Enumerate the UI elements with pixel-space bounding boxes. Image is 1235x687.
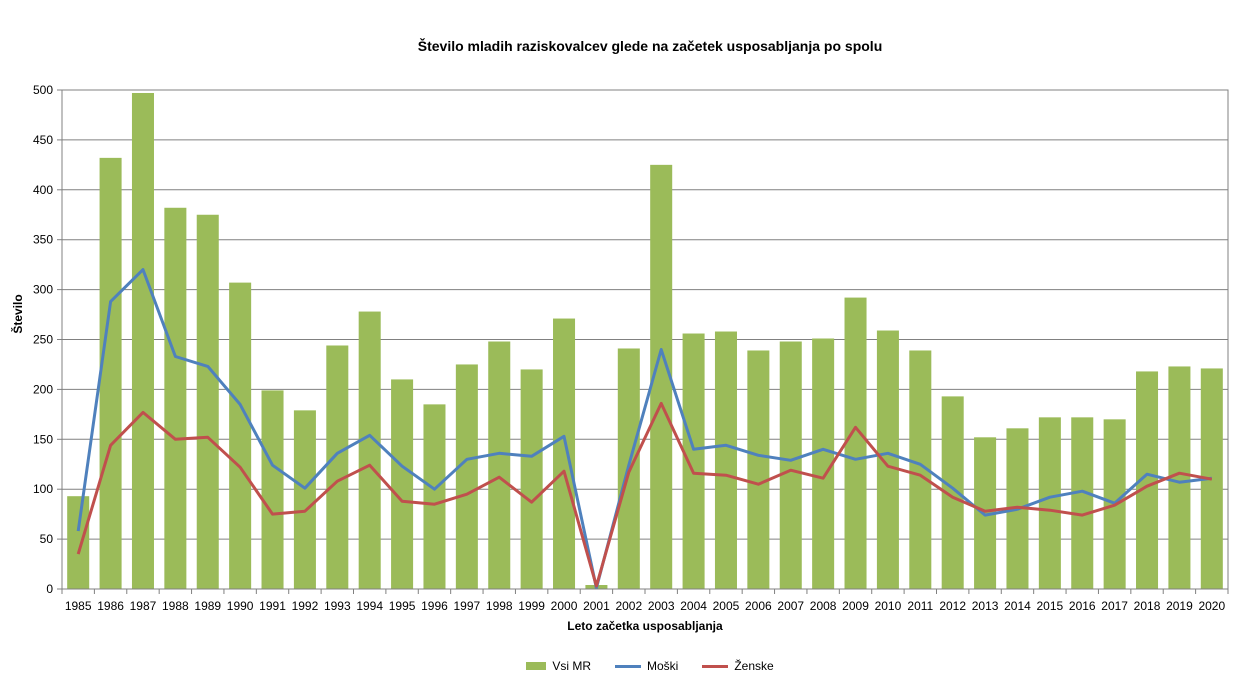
x-tick-label: 1993	[324, 599, 351, 613]
bar	[131, 92, 154, 589]
x-tick-label: 2007	[777, 599, 804, 613]
x-tick-label: 2017	[1101, 599, 1128, 613]
bar	[229, 282, 252, 589]
x-tick-label: 2004	[680, 599, 707, 613]
bars	[67, 92, 1223, 589]
series-line	[76, 401, 1213, 588]
y-tick-label: 450	[33, 133, 53, 147]
x-axis-title: Leto začetka usposabljanja	[567, 619, 723, 633]
x-tick-label: 2013	[972, 599, 999, 613]
x-tick-label: 1990	[227, 599, 254, 613]
y-tick-label: 100	[33, 482, 53, 496]
y-tick-label: 0	[46, 582, 53, 596]
x-tick-label: 1988	[162, 599, 189, 613]
x-tick-label: 2002	[615, 599, 642, 613]
x-tick-label: 2000	[551, 599, 578, 613]
legend-item-vsi-mr: Vsi MR	[526, 659, 591, 673]
bar	[196, 214, 219, 589]
y-tick-label: 250	[33, 333, 53, 347]
bar	[391, 379, 414, 589]
bar	[1168, 366, 1191, 589]
x-tick-label: 2009	[842, 599, 869, 613]
bar	[520, 369, 543, 589]
axes: 0 50 100 150 200 250 300 350 400 450 500 1985 1986 19…	[33, 83, 1229, 613]
bar	[164, 207, 187, 589]
legend-swatch-line	[702, 664, 729, 668]
bar	[941, 396, 964, 589]
y-tick-label: 300	[33, 283, 53, 297]
legend-swatch-line	[614, 664, 641, 668]
x-tick-label: 1999	[518, 599, 545, 613]
lines	[76, 268, 1213, 590]
legend-label: Vsi MR	[552, 659, 591, 673]
x-tick-label: 1986	[97, 599, 124, 613]
chart-title: Število mladih raziskovalcev glede na za…	[417, 38, 883, 54]
x-tick-label: 1995	[389, 599, 416, 613]
x-tick-label: 2005	[713, 599, 740, 613]
y-tick-label: 150	[33, 432, 53, 446]
bar	[293, 410, 316, 589]
y-tick-label: 500	[33, 83, 53, 97]
x-tick-label: 2019	[1166, 599, 1193, 613]
legend: Vsi MR Moški Ženske	[0, 659, 1235, 673]
bar	[326, 345, 349, 589]
x-tick-label: 2006	[745, 599, 772, 613]
x-tick-label: 1989	[194, 599, 221, 613]
y-tick-label: 200	[33, 382, 53, 396]
x-tick-label: 2008	[810, 599, 837, 613]
x-tick-label: 1991	[259, 599, 286, 613]
legend-label: Ženske	[734, 659, 774, 673]
bar	[714, 331, 737, 589]
bar	[67, 496, 90, 589]
bar	[1071, 417, 1094, 589]
x-tick-label: 1998	[486, 599, 513, 613]
bar	[876, 330, 899, 589]
x-tick-label: 1987	[130, 599, 157, 613]
x-tick-label: 1996	[421, 599, 448, 613]
x-tick-label: 2015	[1037, 599, 1064, 613]
legend-item-moski: Moški	[614, 659, 679, 673]
x-tick-label: 2001	[583, 599, 610, 613]
bar	[423, 404, 446, 589]
bar	[747, 350, 770, 589]
bar	[779, 341, 802, 589]
bar	[99, 157, 122, 589]
y-axis-title: Število	[10, 294, 25, 333]
bar	[844, 297, 867, 589]
x-tick-label: 1992	[292, 599, 319, 613]
y-tick-label: 400	[33, 183, 53, 197]
bar	[909, 350, 932, 589]
bar	[261, 390, 284, 589]
x-tick-label: 2010	[875, 599, 902, 613]
x-tick-label: 2018	[1134, 599, 1161, 613]
bar	[1038, 417, 1061, 589]
legend-label: Moški	[646, 659, 679, 673]
y-tick-label: 50	[40, 532, 54, 546]
bar	[488, 341, 511, 589]
x-tick-label: 1997	[454, 599, 481, 613]
x-tick-label: 2012	[939, 599, 966, 613]
legend-swatch-bar	[526, 662, 547, 670]
x-tick-label: 1985	[65, 599, 92, 613]
x-tick-label: 2003	[648, 599, 675, 613]
bar	[682, 333, 705, 589]
x-tick-label: 2016	[1069, 599, 1096, 613]
x-tick-label: 2020	[1198, 599, 1225, 613]
x-tick-label: 1994	[356, 599, 383, 613]
y-tick-label: 350	[33, 233, 53, 247]
x-tick-label: 2014	[1004, 599, 1031, 613]
bar	[358, 311, 381, 589]
x-tick-label: 2011	[907, 599, 933, 613]
bar	[455, 364, 478, 589]
legend-item-zenske: Ženske	[702, 659, 774, 673]
bar	[553, 318, 576, 589]
bar	[1136, 371, 1159, 589]
bar	[650, 164, 673, 589]
bar	[812, 338, 835, 589]
